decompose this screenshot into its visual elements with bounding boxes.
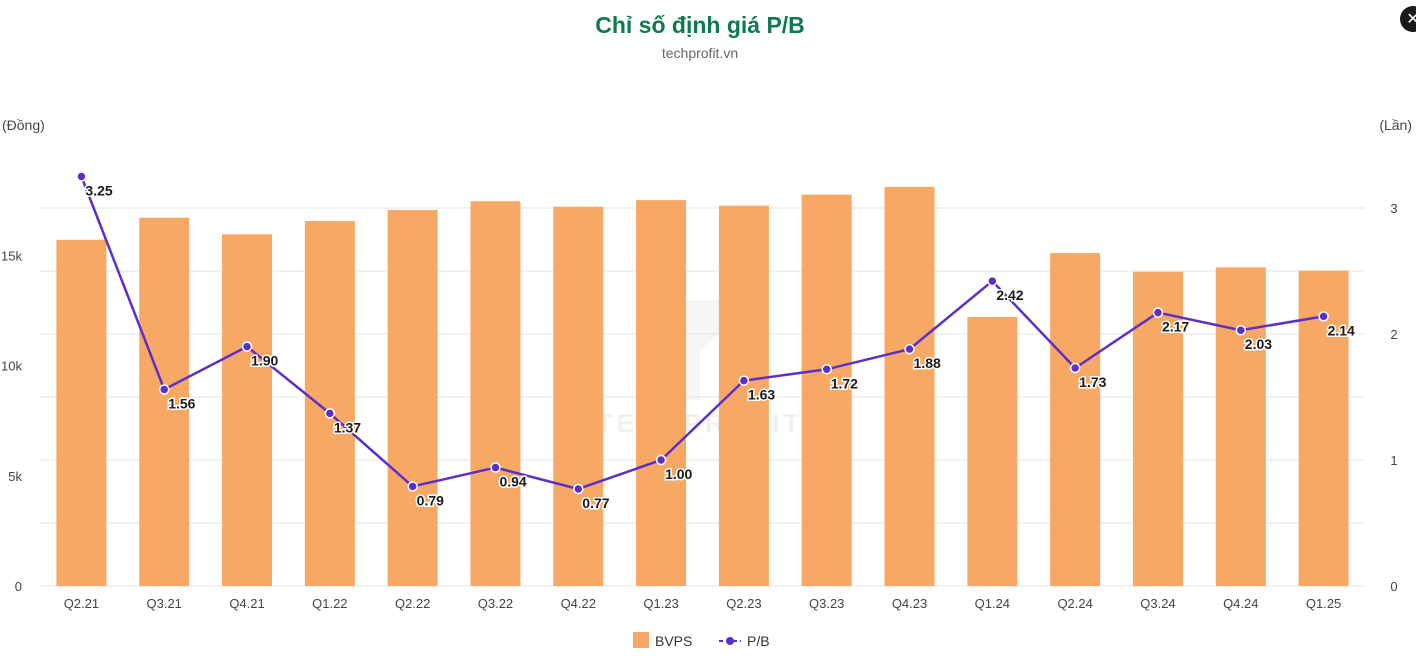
x-tick-label: Q1.25 [1306, 596, 1341, 611]
left-tick-label: 5k [8, 469, 22, 484]
axes: Q2.21 Q3.21 Q4.21 Q1.22 Q2.22 Q3.22 Q4.22 Q1.23… [1, 117, 1412, 611]
pb-label-Q1.23: 1.00 [665, 466, 692, 482]
pb-point-Q3.21 [158, 384, 170, 395]
pb-point-Q3.24 [1152, 307, 1164, 318]
bar-Q1.23 [636, 200, 687, 586]
pb-label-Q2.21: 3.25 [85, 183, 112, 199]
pb-point-Q1.25 [1318, 311, 1329, 322]
bar-Q1.22 [304, 221, 355, 586]
x-tick-label: Q3.23 [809, 596, 844, 611]
bar-Q1.25 [1298, 270, 1349, 586]
legend-swatch-bvps [633, 632, 649, 648]
pb-point-Q4.22 [573, 483, 584, 495]
pb-point-Q2.22 [407, 481, 418, 492]
left-axis-unit: (Đồng) [2, 117, 45, 133]
bar-Q4.22 [553, 206, 604, 587]
pb-point-Q1.22 [324, 408, 336, 419]
pb-label-Q1.24: 2.42 [996, 287, 1023, 303]
chart-title: Chỉ số định giá P/B [595, 12, 805, 38]
x-tick-label: Q2.21 [64, 596, 99, 611]
pb-point-Q1.23 [655, 454, 667, 466]
left-tick-label: 0 [15, 579, 22, 594]
legend: BVPS P/B [633, 632, 770, 649]
pb-point-Q3.22 [490, 462, 501, 473]
watermark-logo: TECHPROFIT [597, 300, 799, 438]
pb-point-Q4.21 [241, 341, 253, 352]
bar-Q3.23 [801, 194, 852, 587]
right-tick-label: 3 [1390, 201, 1397, 216]
pb-label-Q1.22: 1.37 [334, 419, 361, 435]
pb-label-Q3.22: 0.94 [499, 474, 526, 490]
right-axis-unit: (Lần) [1379, 117, 1412, 133]
pb-label-Q1.25: 2.14 [1328, 322, 1355, 338]
pb-point-Q4.24 [1235, 324, 1247, 336]
pb-point-Q1.24 [987, 275, 998, 287]
right-tick-label: 1 [1390, 453, 1397, 468]
pb-label-Q2.23: 1.63 [748, 387, 775, 403]
line-pb [76, 171, 1329, 495]
legend-label-pb: P/B [747, 633, 770, 649]
pb-point-Q2.21 [76, 171, 87, 182]
pb-label-Q2.22: 0.79 [417, 492, 444, 508]
pb-point-Q3.23 [821, 364, 832, 375]
x-tick-label: Q3.21 [147, 596, 182, 611]
pb-label-Q4.23: 1.88 [914, 355, 941, 371]
x-tick-label: Q3.22 [478, 596, 513, 611]
x-tick-label: Q1.23 [643, 596, 678, 611]
x-tick-label: Q1.24 [975, 596, 1010, 611]
bar-Q2.24 [1050, 253, 1101, 587]
close-icon[interactable]: ✕ [1400, 6, 1416, 32]
pb-label-Q2.24: 1.73 [1079, 374, 1106, 390]
bar-Q2.22 [387, 210, 438, 587]
legend-label-bvps: BVPS [655, 633, 692, 649]
bar-Q4.23 [884, 186, 935, 586]
data-labels: 3.25 1.56 1.90 1.37 0.79 0.94 0.77 1.00 1.63 1.72… [84, 181, 1357, 512]
pb-label-Q3.24: 2.17 [1162, 319, 1189, 335]
x-tick-label: Q4.21 [229, 596, 264, 611]
pb-label-Q3.21: 1.56 [168, 395, 195, 411]
pb-point-Q4.23 [904, 343, 915, 355]
legend-marker-pb [726, 637, 734, 645]
bar-Q4.21 [222, 234, 273, 587]
bars-bvps [56, 186, 1349, 587]
pb-line [80, 176, 1324, 491]
chart-subtitle: techprofit.vn [661, 45, 739, 61]
pb-point-Q2.23 [738, 375, 750, 386]
pb-label-Q4.22: 0.77 [582, 495, 609, 511]
bar-Q3.22 [470, 201, 521, 587]
bar-Q4.24 [1215, 267, 1266, 586]
x-tick-label: Q4.22 [561, 596, 596, 611]
x-tick-label: Q2.22 [395, 596, 430, 611]
x-tick-label: Q3.24 [1140, 596, 1175, 611]
pb-label-Q3.23: 1.72 [831, 375, 858, 391]
pb-label-Q4.24: 2.03 [1245, 336, 1272, 352]
pb-point-Q2.24 [1069, 362, 1081, 374]
right-tick-label: 0 [1390, 579, 1397, 594]
bar-Q1.24 [967, 316, 1018, 586]
left-tick-label: 10k [1, 359, 22, 374]
x-tick-label: Q2.23 [726, 596, 761, 611]
left-tick-label: 15k [1, 248, 22, 263]
bar-Q3.21 [139, 217, 190, 586]
x-tick-label: Q4.24 [1223, 596, 1258, 611]
pb-label-Q4.21: 1.90 [251, 353, 278, 369]
bar-Q2.21 [56, 239, 107, 586]
right-tick-label: 2 [1390, 327, 1397, 342]
x-tick-label: Q4.23 [892, 596, 927, 611]
x-tick-label: Q2.24 [1057, 596, 1092, 611]
x-tick-label: Q1.22 [312, 596, 347, 611]
